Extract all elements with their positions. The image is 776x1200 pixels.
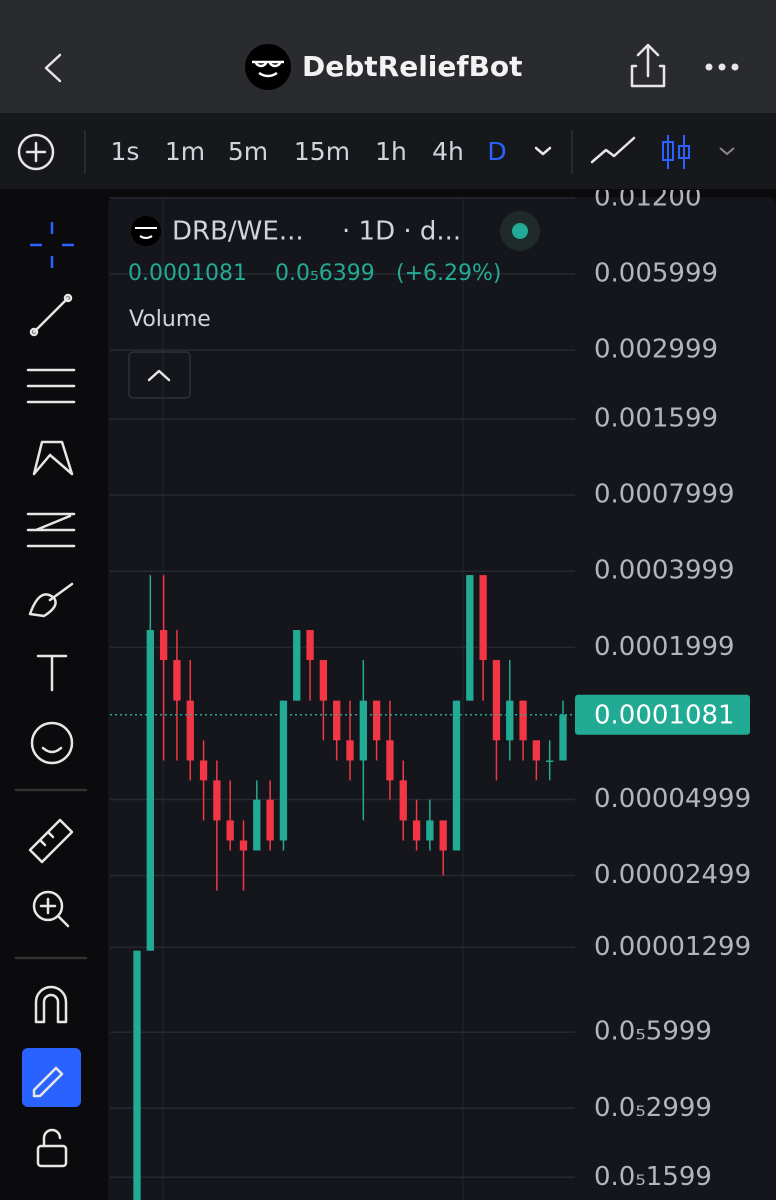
y-tick-label: 0.0₅5999 xyxy=(594,1017,712,1047)
y-tick-label: 0.002999 xyxy=(594,335,718,365)
candle-body xyxy=(439,820,447,851)
last-price-box xyxy=(575,694,750,735)
candle-body xyxy=(479,575,487,661)
chart-panel xyxy=(108,197,776,1200)
interval-button[interactable]: D xyxy=(487,137,506,166)
interval-menu[interactable] xyxy=(534,146,552,156)
interval-button[interactable]: 5m xyxy=(228,137,268,166)
legend-change-percent: (+6.29%) xyxy=(396,261,502,286)
back-button[interactable] xyxy=(44,53,62,83)
candle-body xyxy=(266,799,274,841)
more-button[interactable] xyxy=(705,63,739,71)
candle-body xyxy=(213,780,221,821)
candle-body xyxy=(333,700,341,741)
zoom-tool[interactable] xyxy=(32,890,64,922)
crosshair-tool[interactable] xyxy=(30,222,74,268)
unlock-tool[interactable] xyxy=(36,1128,68,1168)
candle-body xyxy=(346,740,354,761)
candle-body xyxy=(426,820,434,841)
lock-drawing-tool[interactable] xyxy=(22,1048,81,1107)
interval-bar xyxy=(0,113,776,189)
interval-button[interactable]: 15m xyxy=(294,137,350,166)
candle-body xyxy=(466,575,474,701)
interval-button[interactable]: 1m xyxy=(165,137,205,166)
share-button[interactable] xyxy=(630,43,666,88)
y-tick-label: 0.0007999 xyxy=(594,480,735,510)
ruler-tool[interactable] xyxy=(28,818,74,864)
candle-body xyxy=(293,630,301,701)
y-tick-label: 0.00001299 xyxy=(594,932,751,962)
emoji-tool[interactable] xyxy=(30,721,74,765)
candle-body xyxy=(239,840,248,851)
candle-body xyxy=(319,660,328,701)
candle-body xyxy=(359,700,367,761)
candle-body xyxy=(306,630,314,661)
candle-body xyxy=(279,700,288,841)
legend-price: 0.0001081 xyxy=(128,261,247,286)
text-tool[interactable] xyxy=(36,654,68,692)
avatar xyxy=(245,44,291,90)
y-tick-label: 0.005999 xyxy=(594,259,718,289)
candle-body xyxy=(253,799,261,851)
magnet-tool[interactable] xyxy=(34,985,68,1024)
add-button[interactable] xyxy=(17,133,55,171)
pattern-tool[interactable] xyxy=(32,440,74,476)
candle-body xyxy=(186,700,194,761)
candle-body xyxy=(226,820,234,841)
candle-body xyxy=(519,700,527,741)
y-tick-label: 0.00004999 xyxy=(594,784,751,814)
interval-button[interactable]: 1h xyxy=(375,137,407,166)
symbol: DRB/WE... xyxy=(172,217,304,247)
y-tick-label: 0.001599 xyxy=(594,404,718,434)
candle-body xyxy=(412,820,421,841)
candle-body xyxy=(546,760,554,762)
brush-tool[interactable] xyxy=(28,582,74,618)
candle-body xyxy=(146,630,154,951)
candle-style[interactable] xyxy=(662,135,690,169)
study-label: Volume xyxy=(129,307,211,332)
candle-body xyxy=(159,630,168,661)
candle-body xyxy=(492,660,501,741)
y-tick-label: 0.00002499 xyxy=(594,860,751,890)
interval-button[interactable]: 1s xyxy=(111,137,140,166)
candle-body xyxy=(386,740,394,781)
last-price-label: 0.0001081 xyxy=(594,700,735,730)
fib-tool[interactable] xyxy=(26,368,76,404)
candle-body xyxy=(372,700,381,741)
y-tick-label: 0.0001999 xyxy=(594,632,735,662)
collapse-button[interactable] xyxy=(128,351,191,399)
y-tick-label: 0.01200 xyxy=(594,182,702,212)
y-tick-label: 0.0₅2999 xyxy=(594,1093,712,1123)
candle-body xyxy=(506,700,514,741)
legend-change: 0.0₅6399 xyxy=(275,261,375,286)
candle-body xyxy=(532,740,541,761)
y-tick-label: 0.0₅1599 xyxy=(594,1162,712,1192)
candle-body xyxy=(559,714,567,761)
status-dot xyxy=(512,223,528,239)
interval-label: · 1D · d... xyxy=(342,217,461,247)
projection-tool[interactable] xyxy=(26,512,76,548)
y-tick-label: 0.0003999 xyxy=(594,556,735,586)
trend-line-tool[interactable] xyxy=(32,296,70,334)
candle-body xyxy=(399,780,407,821)
candle-body xyxy=(452,700,461,851)
top-bar xyxy=(0,0,776,113)
candle-body xyxy=(133,950,141,1200)
interval-button[interactable]: 4h xyxy=(432,137,464,166)
candle-body xyxy=(199,760,208,781)
line-style[interactable] xyxy=(590,136,636,164)
title: DebtReliefBot xyxy=(302,50,523,83)
candle-body xyxy=(173,660,181,701)
